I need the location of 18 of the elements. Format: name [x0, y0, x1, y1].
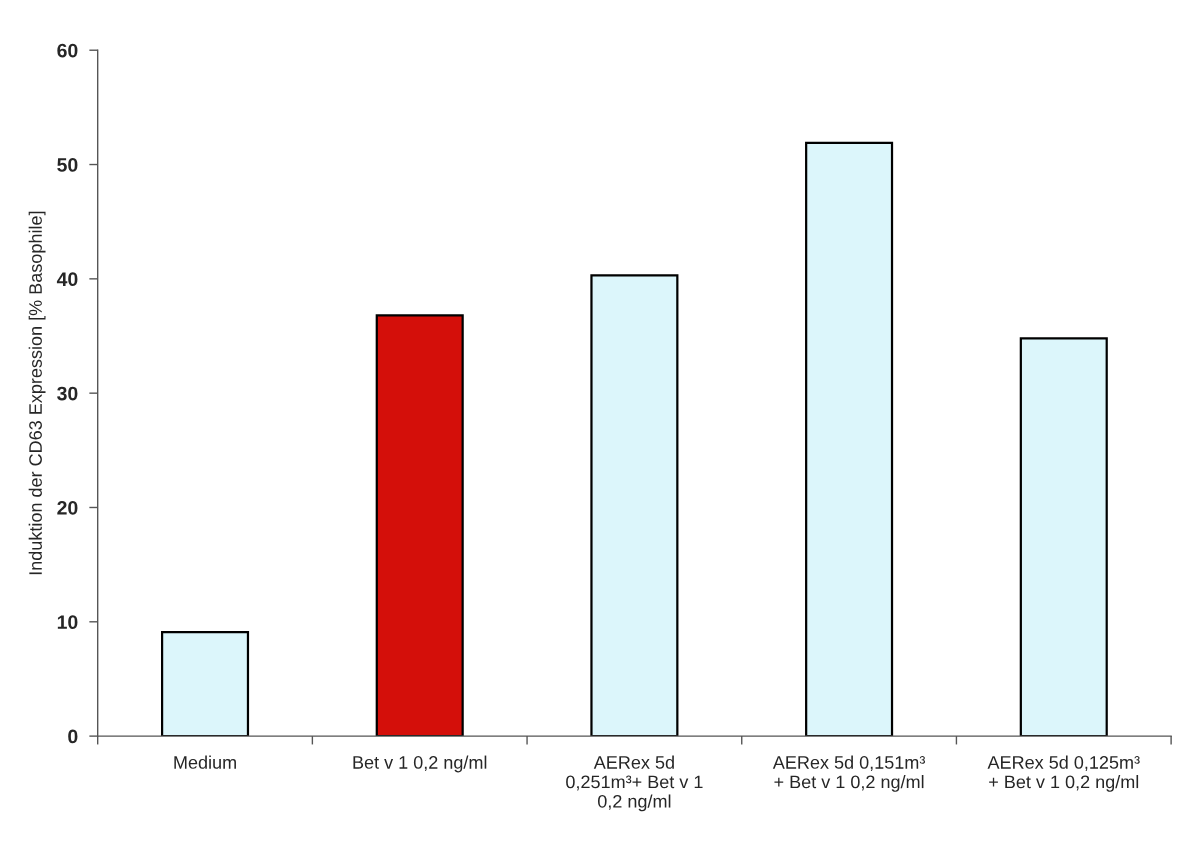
bar — [590, 274, 679, 737]
y-tick-label: 20 — [57, 500, 78, 515]
y-tick-label: 50 — [57, 157, 78, 172]
y-tick-label: 60 — [57, 43, 78, 58]
y-tick-label: 30 — [57, 386, 78, 401]
bar — [805, 141, 894, 737]
y-tick-label: 0 — [68, 729, 78, 744]
y-tick-label: 40 — [56, 272, 78, 287]
bar — [1019, 337, 1108, 737]
bar — [160, 630, 250, 737]
x-tick-label: Medium — [174, 755, 236, 769]
x-tick-label: AERex 5d 0,151m³ + Bet v 1 0,2 ng/ml — [772, 755, 926, 792]
bar — [375, 314, 464, 737]
x-tick-label: AERex 5d 0,125m³ + Bet v 1 0,2 ng/ml — [987, 755, 1140, 792]
x-tick-label: Bet v 1 0,2 ng/ml — [353, 755, 487, 773]
x-tick-label: AERex 5d 0,251m³+ Bet v 1 0,2 ng/ml — [566, 755, 703, 812]
y-tick-label: 10 — [57, 615, 78, 630]
y-axis-title: Induktion der CD63 Expression [% Basophile] — [28, 211, 46, 575]
